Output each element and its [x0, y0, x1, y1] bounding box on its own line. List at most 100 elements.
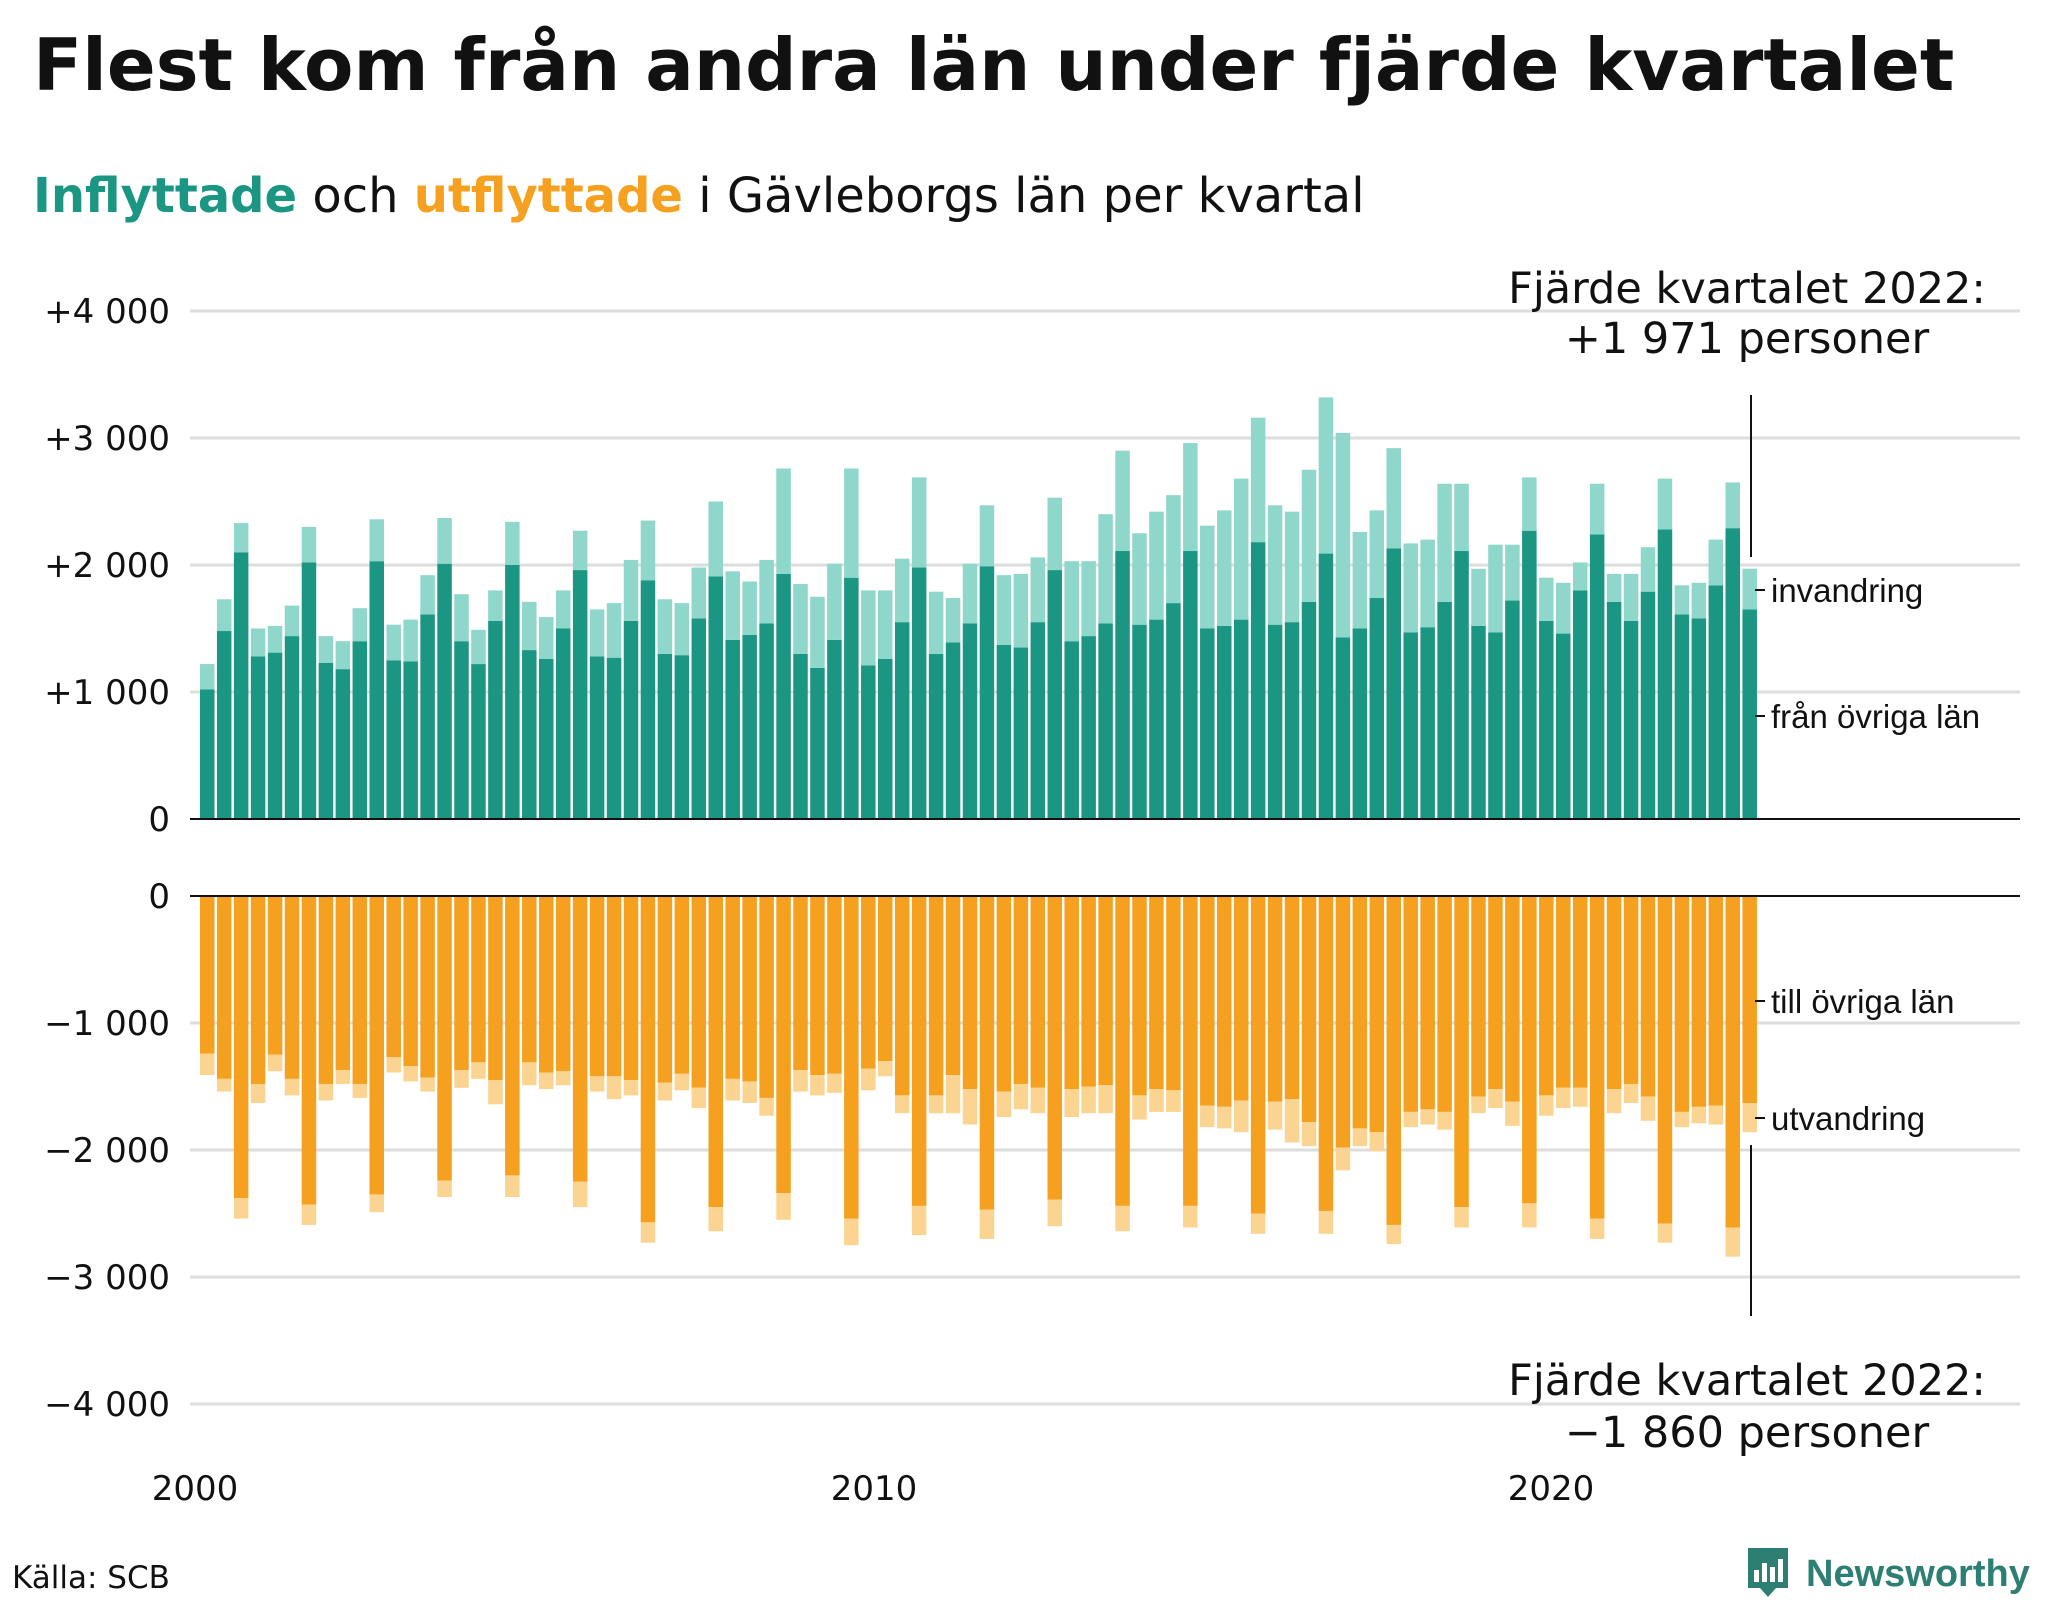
bar-inflow-domestic	[522, 650, 537, 819]
bar-inflow-immigration	[1725, 482, 1740, 529]
bar-outflow-emigration	[725, 1078, 740, 1101]
bar-outflow-emigration	[793, 1069, 808, 1092]
bar-inflow-domestic	[1013, 647, 1029, 819]
ytick-label: −1 000	[44, 1004, 170, 1044]
bar-inflow-immigration	[1200, 525, 1215, 629]
bar-outflow-domestic	[1471, 896, 1486, 1097]
bar-inflow-domestic	[437, 563, 452, 819]
bar-inflow-immigration	[437, 518, 452, 564]
bar-outflow-emigration	[928, 1095, 944, 1114]
bar-inflow-domestic	[1335, 637, 1351, 819]
bar-inflow-immigration	[1522, 477, 1537, 531]
bar-outflow-emigration	[1437, 1111, 1452, 1130]
bar-outflow-domestic	[894, 896, 910, 1096]
bar-outflow-emigration	[1589, 1218, 1605, 1239]
bar-inflow-immigration	[1488, 544, 1503, 633]
bar-outflow-domestic	[674, 896, 690, 1074]
bar-outflow-emigration	[1657, 1223, 1673, 1243]
annotation-bottom: Fjärde kvartalet 2022: −1 860 personer	[1508, 1356, 1986, 1458]
bar-outflow-domestic	[1284, 896, 1300, 1100]
bar-outflow-emigration	[674, 1073, 690, 1091]
bar-inflow-domestic	[386, 660, 401, 819]
bar-outflow-emigration	[1318, 1210, 1334, 1234]
bar-inflow-domestic	[420, 614, 435, 819]
bar-inflow-immigration	[1250, 417, 1266, 543]
bar-outflow-emigration	[216, 1078, 232, 1092]
bar-inflow-immigration	[1369, 510, 1385, 599]
bar-outflow-domestic	[1640, 896, 1656, 1097]
bar-outflow-domestic	[420, 896, 435, 1078]
bar-outflow-domestic	[1505, 896, 1520, 1102]
bar-inflow-domestic	[1352, 628, 1368, 819]
bar-outflow-emigration	[1013, 1083, 1029, 1110]
bar-inflow-domestic	[318, 662, 334, 819]
bar-outflow-emigration	[1522, 1203, 1537, 1228]
bar-outflow-emigration	[522, 1062, 537, 1086]
bar-inflow-immigration	[1471, 568, 1486, 626]
bar-inflow-domestic	[471, 664, 486, 819]
bar-inflow-immigration	[1030, 557, 1046, 623]
bar-inflow-domestic	[1522, 530, 1537, 819]
bar-inflow-immigration	[708, 501, 723, 577]
bar-outflow-domestic	[996, 896, 1012, 1092]
bar-outflow-emigration	[555, 1071, 571, 1086]
bar-outflow-emigration	[250, 1083, 266, 1104]
bar-outflow-domestic	[488, 896, 503, 1081]
bar-inflow-domestic	[945, 642, 961, 819]
bar-outflow-emigration	[352, 1083, 368, 1098]
bar-inflow-domestic	[640, 580, 656, 819]
bar-outflow-domestic	[1352, 896, 1368, 1129]
bar-inflow-immigration	[420, 575, 435, 615]
bar-inflow-immigration	[1420, 539, 1435, 628]
bar-inflow-domestic	[1030, 622, 1046, 819]
y-axis-bottom: 0 −1 000 −2 000 −3 000 −4 000	[44, 877, 170, 1425]
legend-fran-ovriga-lan: från övriga län	[1771, 698, 1980, 735]
bar-inflow-immigration	[1454, 483, 1469, 552]
bar-outflow-domestic	[335, 896, 351, 1070]
bar-outflow-domestic	[606, 896, 622, 1077]
bar-inflow-immigration	[267, 625, 283, 653]
bar-inflow-domestic	[1725, 528, 1740, 819]
bar-outflow-domestic	[725, 896, 740, 1079]
bar-outflow-domestic	[352, 896, 368, 1084]
bar-outflow-domestic	[1403, 896, 1418, 1112]
bar-inflow-immigration	[1183, 443, 1198, 552]
bar-outflow-domestic	[1301, 896, 1317, 1123]
bar-inflow-immigration	[657, 599, 673, 654]
bar-outflow-domestic	[623, 896, 639, 1081]
bar-outflow-domestic	[471, 896, 486, 1063]
bar-outflow-emigration	[1064, 1089, 1079, 1117]
bar-inflow-domestic	[844, 577, 859, 819]
bar-inflow-domestic	[1657, 529, 1673, 819]
bar-inflow-immigration	[996, 575, 1012, 646]
bar-inflow-immigration	[1742, 568, 1757, 610]
bar-outflow-domestic	[318, 896, 334, 1084]
bar-inflow-domestic	[1505, 600, 1520, 819]
bar-inflow-immigration	[759, 559, 774, 624]
bar-inflow-immigration	[962, 563, 978, 624]
bar-inflow-immigration	[284, 605, 300, 637]
bar-outflow-domestic	[911, 896, 927, 1206]
brand-name: Newsworthy	[1806, 1553, 2030, 1595]
bar-outflow-emigration	[1403, 1111, 1418, 1128]
bar-inflow-immigration	[369, 519, 384, 562]
bar-outflow-domestic	[1623, 896, 1639, 1084]
bar-outflow-emigration	[233, 1198, 249, 1219]
bar-outflow-domestic	[1708, 896, 1724, 1106]
bar-outflow-emigration	[945, 1075, 961, 1114]
bar-outflow-emigration	[1166, 1090, 1181, 1112]
bar-outflow-domestic	[454, 896, 469, 1070]
bar-outflow-emigration	[1640, 1096, 1656, 1121]
bar-inflow-domestic	[1149, 619, 1164, 819]
bar-outflow-emigration	[878, 1061, 893, 1077]
bar-inflow-domestic	[250, 656, 266, 819]
bar-outflow-domestic	[1420, 896, 1435, 1110]
bar-inflow-domestic	[1166, 603, 1181, 819]
bar-outflow-emigration	[759, 1097, 774, 1116]
bar-outflow-domestic	[1166, 896, 1181, 1091]
bar-outflow-emigration	[301, 1204, 317, 1225]
bar-inflow-domestic	[284, 636, 300, 819]
bar-inflow-domestic	[725, 639, 740, 819]
bar-inflow-immigration	[233, 523, 249, 553]
bar-inflow-immigration	[1115, 450, 1130, 552]
